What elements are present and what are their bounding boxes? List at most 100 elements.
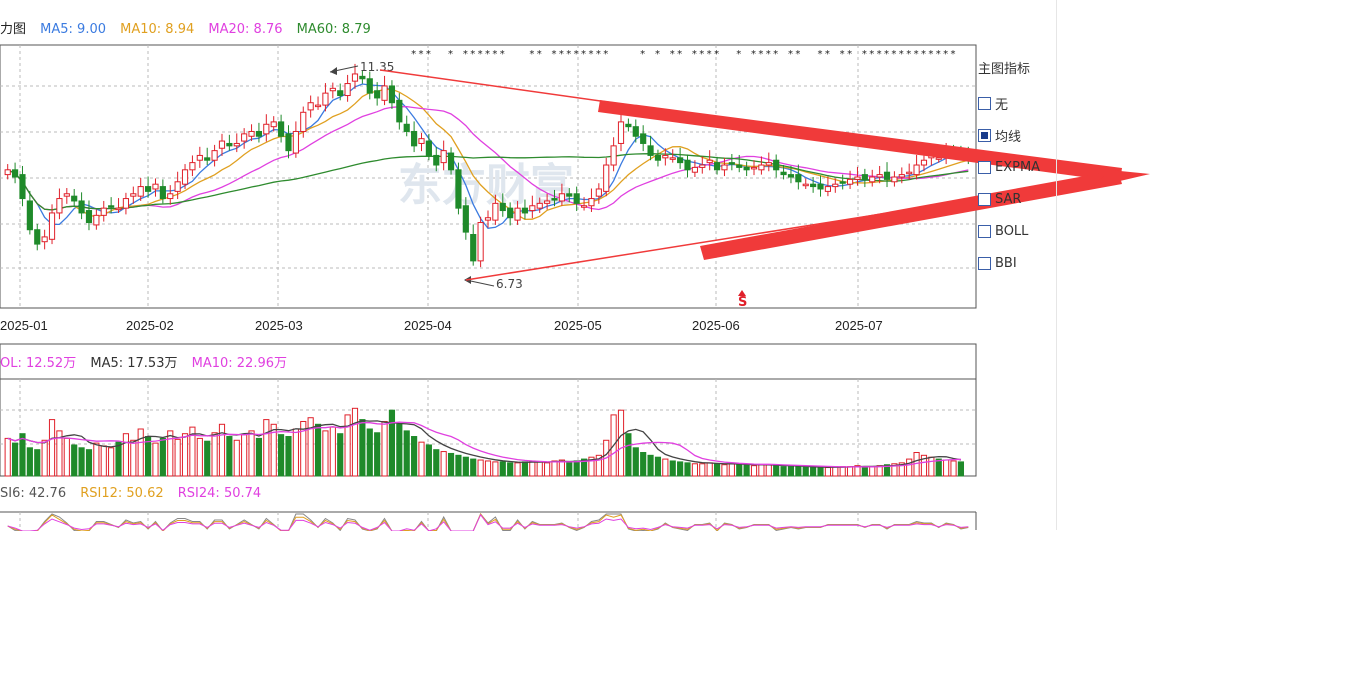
signal-marker: *	[891, 49, 896, 60]
volume-bar	[78, 447, 85, 477]
candle-body	[63, 193, 70, 197]
candle-body	[270, 121, 277, 128]
signal-marker: *	[559, 49, 564, 60]
x-tick-label: 2025-07	[835, 318, 883, 333]
indicator-option-expma[interactable]: EXPMA	[978, 151, 1056, 183]
indicator-checkbox-expma[interactable]	[978, 160, 991, 174]
candle-body	[241, 133, 248, 142]
volume-bar	[706, 462, 713, 477]
volume-bar	[233, 439, 240, 477]
x-tick-label: 2025-05	[554, 318, 602, 333]
volume-bars	[4, 407, 965, 477]
candle-body	[314, 104, 322, 108]
legend-rsi24: RSI24: 50.74	[177, 486, 262, 501]
signal-marker: *	[500, 49, 505, 60]
candle-body	[93, 214, 100, 226]
candle-body	[189, 162, 196, 171]
signal-marker: *	[847, 49, 852, 60]
signal-marker: *	[884, 49, 889, 60]
candle-body	[19, 174, 26, 200]
signal-marker: *	[566, 49, 571, 60]
candle-body	[48, 212, 56, 240]
candle-body	[499, 202, 506, 212]
volume-bar	[950, 460, 957, 477]
candle-body	[706, 159, 713, 164]
volume-bar	[189, 426, 196, 477]
volume-bar	[529, 460, 536, 477]
indicator-option-boll[interactable]: BOLL	[978, 215, 1056, 247]
volume-bar	[270, 423, 277, 477]
candle-body	[159, 186, 166, 200]
volume-bar	[337, 433, 344, 477]
candle-body	[255, 130, 263, 137]
signal-marker: *	[640, 49, 645, 60]
indicator-option-ma[interactable]: 均线	[978, 119, 1056, 151]
indicator-label-ma: 均线	[995, 129, 1022, 145]
volume-bar	[226, 436, 233, 477]
volume-bar	[677, 461, 684, 477]
volume-bar	[374, 432, 381, 477]
volume-bar	[780, 466, 787, 477]
signal-marker: *	[795, 49, 800, 60]
candle-body	[898, 174, 905, 178]
legend-rsi12: RSI12: 50.62	[80, 486, 164, 501]
volume-bar	[285, 436, 292, 477]
indicator-panel-title: 主图指标	[978, 62, 1031, 77]
candle-body	[913, 164, 920, 176]
candle-body	[351, 73, 359, 82]
volume-bar	[174, 438, 181, 477]
candle-body	[477, 222, 484, 262]
signal-marker: *	[921, 49, 926, 60]
volume-bar	[544, 462, 551, 477]
signal-marker: *	[862, 49, 867, 60]
candle-body	[846, 178, 854, 185]
volume-bar	[218, 423, 226, 477]
volume-bar	[137, 428, 144, 477]
signal-marker: *	[655, 49, 660, 60]
signal-marker: *	[825, 49, 830, 60]
indicator-option-bbi[interactable]: BBI	[978, 247, 1056, 279]
candle-body	[750, 166, 758, 170]
volume-bar	[425, 444, 432, 477]
volume-bar	[292, 428, 299, 477]
rsi-grid	[19, 512, 859, 530]
signal-marker: *	[574, 49, 579, 60]
indicator-checkbox-bbi[interactable]	[978, 256, 991, 270]
indicator-option-none[interactable]: 无	[978, 87, 1056, 119]
indicator-label-expma: EXPMA	[995, 159, 1041, 175]
indicator-checkbox-boll[interactable]	[978, 224, 991, 238]
candle-body	[854, 176, 861, 180]
volume-bar	[492, 461, 499, 477]
volume-bar	[765, 464, 772, 477]
signal-marker: *	[426, 49, 431, 60]
candle-body	[765, 162, 772, 166]
volume-bar	[167, 430, 174, 477]
candle-body	[743, 166, 750, 171]
candle-body	[292, 130, 299, 154]
indicator-option-sar[interactable]: SAR	[978, 183, 1056, 215]
indicator-checkbox-sar[interactable]	[978, 192, 991, 206]
volume-bar	[521, 461, 529, 477]
candle-body	[728, 162, 735, 165]
volume-panel-frame	[0, 378, 977, 477]
signal-marker: *	[552, 49, 557, 60]
signal-marker: *	[537, 49, 542, 60]
candle-body	[374, 90, 381, 99]
candle-body	[529, 205, 536, 212]
signal-marker: *	[818, 49, 823, 60]
signal-marker: *	[906, 49, 911, 60]
volume-ma10-line	[7, 421, 961, 468]
candle-body	[713, 162, 721, 171]
indicator-checkbox-ma[interactable]	[978, 128, 991, 142]
volume-bar	[34, 449, 41, 477]
indicator-checkbox-none[interactable]	[978, 96, 991, 110]
candle-body	[861, 174, 868, 180]
volume-bar	[691, 463, 698, 477]
volume-bar	[115, 441, 122, 477]
volume-bar	[920, 454, 928, 477]
candle-body	[366, 78, 373, 94]
volume-bar	[928, 456, 935, 477]
candle-body	[145, 186, 152, 192]
candle-body	[484, 217, 492, 221]
volume-bar	[647, 454, 654, 477]
